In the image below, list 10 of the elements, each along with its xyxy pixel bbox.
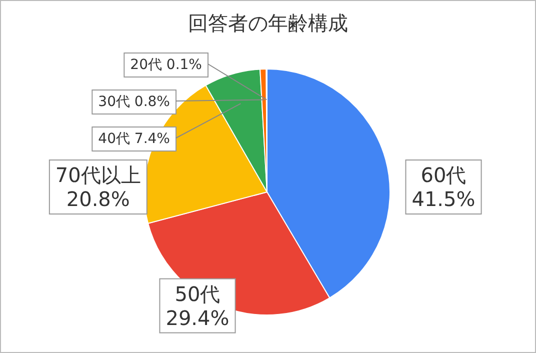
slice-label: 40代 7.4% (98, 131, 170, 147)
slice-label: 60代 (420, 163, 466, 187)
slice-label: 70代以上 (55, 163, 141, 187)
data-label: 29.4% (166, 306, 230, 330)
data-label: 20.8% (66, 187, 130, 211)
slice-label: 30代 0.8% (98, 94, 170, 110)
slice-label: 50代 (174, 282, 220, 306)
data-label: 41.5% (412, 187, 476, 211)
slice-label: 20代 0.1% (130, 57, 202, 73)
chart-title: 回答者の年齢構成 (188, 11, 348, 35)
